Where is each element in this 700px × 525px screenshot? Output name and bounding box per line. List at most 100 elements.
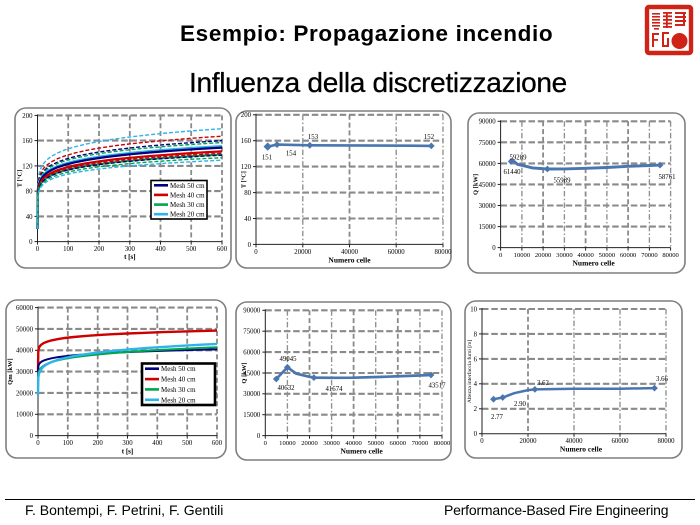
svg-text:10000: 10000 [514, 252, 531, 259]
svg-text:400: 400 [152, 440, 163, 447]
svg-text:80: 80 [244, 190, 251, 197]
svg-text:300: 300 [122, 440, 133, 447]
svg-text:t [s]: t [s] [122, 448, 133, 456]
svg-text:41674: 41674 [326, 386, 344, 393]
svg-text:75000: 75000 [479, 140, 497, 147]
svg-text:0: 0 [480, 438, 484, 445]
svg-text:40000: 40000 [16, 348, 34, 355]
svg-text:58761: 58761 [659, 174, 676, 181]
svg-text:0: 0 [499, 252, 503, 259]
svg-text:80000: 80000 [662, 252, 679, 259]
svg-text:30000: 30000 [16, 369, 34, 376]
svg-text:60000: 60000 [243, 350, 261, 357]
svg-text:90000: 90000 [243, 308, 261, 315]
svg-text:50000: 50000 [367, 440, 384, 447]
svg-text:40: 40 [244, 216, 251, 223]
svg-text:Qm [kW]: Qm [kW] [7, 358, 14, 385]
svg-text:60000: 60000 [612, 438, 630, 445]
svg-text:200: 200 [94, 246, 105, 253]
svg-text:0: 0 [36, 440, 40, 447]
svg-text:120: 120 [22, 163, 33, 170]
svg-text:49045: 49045 [280, 356, 298, 363]
svg-text:40: 40 [26, 214, 33, 221]
svg-text:45000: 45000 [479, 182, 497, 189]
svg-text:151: 151 [262, 155, 272, 162]
svg-text:75000: 75000 [243, 329, 261, 336]
svg-text:15000: 15000 [479, 224, 497, 231]
svg-text:Altezza interfaccia fumi [m]: Altezza interfaccia fumi [m] [466, 340, 473, 404]
svg-text:0: 0 [36, 246, 40, 253]
svg-text:40000: 40000 [566, 438, 584, 445]
svg-text:10000: 10000 [16, 412, 34, 419]
svg-text:Q [kW]: Q [kW] [241, 362, 248, 383]
svg-text:Mesh 40 cm: Mesh 40 cm [161, 376, 196, 384]
svg-text:Q [kW]: Q [kW] [473, 174, 480, 195]
svg-text:Mesh 40 cm: Mesh 40 cm [170, 191, 205, 199]
svg-text:70000: 70000 [412, 440, 429, 447]
svg-text:15000: 15000 [243, 412, 261, 419]
svg-text:0: 0 [29, 239, 33, 246]
svg-text:4: 4 [474, 381, 478, 388]
svg-text:400: 400 [155, 246, 166, 253]
svg-text:0: 0 [257, 433, 261, 440]
svg-text:200: 200 [93, 440, 104, 447]
svg-text:80000: 80000 [434, 440, 451, 447]
svg-text:Mesh 20 cm: Mesh 20 cm [170, 211, 205, 219]
svg-text:Mesh 50 cm: Mesh 50 cm [161, 365, 196, 373]
svg-text:43517: 43517 [429, 383, 447, 390]
svg-text:500: 500 [186, 246, 197, 253]
svg-text:600: 600 [212, 440, 223, 447]
svg-text:200: 200 [22, 113, 33, 120]
svg-text:2.90: 2.90 [514, 401, 526, 408]
svg-text:70000: 70000 [641, 252, 658, 259]
svg-text:10000: 10000 [279, 440, 296, 447]
svg-text:600: 600 [217, 246, 228, 253]
svg-text:60000: 60000 [390, 440, 407, 447]
svg-text:6: 6 [474, 356, 478, 363]
svg-text:3.62: 3.62 [537, 380, 549, 387]
svg-text:80000: 80000 [658, 438, 676, 445]
svg-text:60000: 60000 [388, 249, 406, 256]
svg-text:153: 153 [308, 134, 319, 141]
svg-text:Mesh 20 cm: Mesh 20 cm [161, 396, 196, 404]
svg-text:20000: 20000 [535, 252, 552, 259]
svg-text:20000: 20000 [294, 249, 312, 256]
svg-text:152: 152 [424, 134, 435, 141]
svg-text:160: 160 [241, 138, 252, 145]
svg-text:30000: 30000 [479, 203, 497, 210]
svg-text:160: 160 [22, 138, 33, 145]
svg-text:Numero celle: Numero celle [341, 447, 384, 456]
svg-text:80000: 80000 [435, 249, 453, 256]
svg-text:100: 100 [63, 246, 74, 253]
svg-text:50000: 50000 [16, 326, 34, 333]
svg-text:Numero celle: Numero celle [560, 445, 603, 454]
svg-text:2.77: 2.77 [491, 414, 503, 421]
svg-text:0: 0 [254, 249, 258, 256]
svg-text:60000: 60000 [479, 161, 497, 168]
svg-text:40000: 40000 [341, 249, 359, 256]
svg-text:0: 0 [474, 431, 478, 438]
svg-text:2: 2 [474, 406, 478, 413]
svg-text:0: 0 [30, 433, 34, 440]
svg-text:120: 120 [241, 164, 252, 171]
svg-text:40000: 40000 [577, 252, 594, 259]
svg-text:T [°C]: T [°C] [17, 170, 24, 187]
svg-text:200: 200 [241, 112, 252, 119]
svg-text:50000: 50000 [599, 252, 616, 259]
svg-text:100: 100 [63, 440, 74, 447]
svg-text:Numero celle: Numero celle [573, 259, 616, 268]
svg-text:59289: 59289 [510, 155, 528, 162]
svg-text:80: 80 [26, 189, 33, 196]
svg-text:60000: 60000 [16, 305, 34, 312]
svg-text:10: 10 [470, 306, 477, 313]
svg-text:30000: 30000 [243, 391, 261, 398]
svg-text:8: 8 [474, 331, 478, 338]
svg-text:40632: 40632 [278, 385, 296, 392]
svg-text:0: 0 [248, 242, 252, 249]
svg-text:40000: 40000 [345, 440, 362, 447]
svg-text:30000: 30000 [323, 440, 340, 447]
svg-text:Mesh 50 cm: Mesh 50 cm [170, 182, 205, 190]
svg-text:20000: 20000 [16, 390, 34, 397]
svg-text:t [s]: t [s] [124, 253, 135, 261]
svg-text:300: 300 [125, 246, 136, 253]
